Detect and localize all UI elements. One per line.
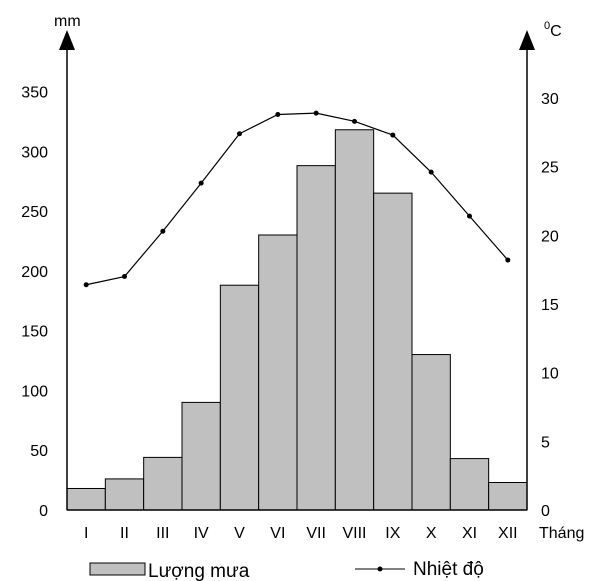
temperature-line xyxy=(86,112,509,286)
temperature-point-X xyxy=(428,169,434,175)
left-tick-label: 0 xyxy=(39,503,48,520)
left-tick-label: 250 xyxy=(21,204,48,221)
rainfall-bar-X xyxy=(411,354,451,511)
left-tick-label: 150 xyxy=(21,324,48,341)
right-tick-label: 20 xyxy=(541,228,559,245)
rainfall-bar-I xyxy=(66,487,106,511)
left-tick-label: 50 xyxy=(30,443,48,460)
rainfall-bar-XII xyxy=(488,481,528,511)
x-tick-label-IX: IX xyxy=(385,525,400,542)
left-tick-label: 350 xyxy=(21,85,48,102)
temperature-point-III xyxy=(160,228,166,234)
temperature-point-VI xyxy=(275,111,281,117)
temperature-point-IX xyxy=(390,132,396,138)
rainfall-bar-VI xyxy=(258,234,298,511)
x-tick-label-X: X xyxy=(426,525,437,542)
rainfall-bar-V xyxy=(219,284,260,511)
right-tick-label: 30 xyxy=(541,91,559,108)
x-tick-label-IV: IV xyxy=(194,525,209,542)
left-axis-arrow xyxy=(59,30,75,50)
right-axis-unit-main: C xyxy=(550,23,562,40)
temperature-point-XI xyxy=(467,213,472,219)
x-tick-label-VIII: VIII xyxy=(342,525,366,542)
left-tick-label: 300 xyxy=(21,144,48,161)
x-axis-unit-label: Tháng xyxy=(539,525,584,542)
right-axis-arrow xyxy=(519,30,535,50)
right-axis-unit-sup: 0 xyxy=(544,20,550,32)
rainfall-bar-IV xyxy=(181,401,221,511)
axes xyxy=(59,30,535,511)
rainfall-bar-II xyxy=(104,478,145,511)
legend-rainfall-swatch xyxy=(89,562,146,576)
rainfall-bar-IX xyxy=(373,192,413,511)
left-tick-label: 200 xyxy=(21,264,48,281)
right-tick-label: 5 xyxy=(541,434,550,451)
x-tick-label-III: III xyxy=(156,525,169,542)
temperature-point-I xyxy=(83,282,89,288)
legend-temperature-marker xyxy=(377,566,383,572)
rainfall-bars xyxy=(66,129,528,511)
x-tick-label-VII: VII xyxy=(306,525,326,542)
temperature-point-II xyxy=(122,274,127,280)
temperature-point-IV xyxy=(198,180,204,186)
temperature-point-VII xyxy=(313,110,319,116)
rainfall-bar-VII xyxy=(296,165,336,511)
temperature-point-V xyxy=(237,131,242,137)
x-tick-label-II: II xyxy=(120,525,129,542)
rainfall-bar-VIII xyxy=(334,129,375,511)
left-tick-label: 100 xyxy=(21,383,48,400)
x-tick-label-XI: XI xyxy=(462,525,477,542)
right-tick-label: 15 xyxy=(541,297,559,314)
right-tick-label: 25 xyxy=(541,160,559,177)
rainfall-bar-III xyxy=(143,456,183,511)
x-tick-label-I: I xyxy=(84,525,88,542)
legend: Lượng mưa Nhiệt độ xyxy=(89,559,484,581)
right-tick-label: 0 xyxy=(541,503,550,520)
rainfall-bar-XI xyxy=(449,458,490,511)
legend-temperature-label: Nhiệt độ xyxy=(413,559,484,580)
x-tick-label-VI: VI xyxy=(270,525,285,542)
legend-rainfall-label: Lượng mưa xyxy=(148,561,250,581)
temperature-point-VIII xyxy=(352,118,357,124)
right-axis-unit-label: 0C xyxy=(544,20,562,40)
x-tick-label-XII: XII xyxy=(498,525,518,542)
left-axis-unit-label: mm xyxy=(54,13,81,30)
temperature-point-XII xyxy=(505,257,511,263)
x-tick-label-V: V xyxy=(234,525,245,542)
right-tick-label: 10 xyxy=(541,366,559,383)
temperature-line-layer xyxy=(83,110,511,288)
